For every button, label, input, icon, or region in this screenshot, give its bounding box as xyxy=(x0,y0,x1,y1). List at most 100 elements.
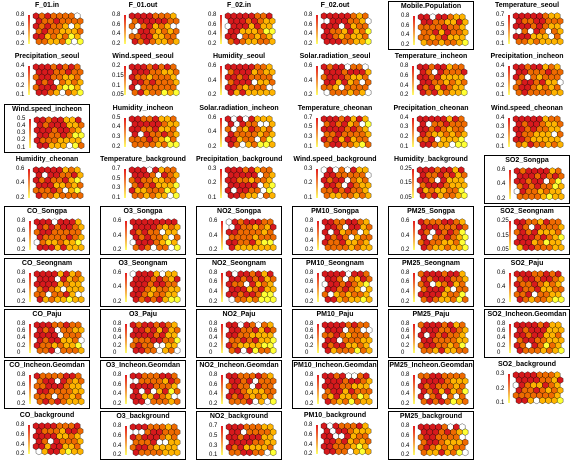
hex-cell xyxy=(516,346,524,354)
hex-cell xyxy=(137,37,144,46)
colorbar-tick-label: 0.1 xyxy=(16,92,25,99)
hex-cell xyxy=(156,397,163,406)
colorbar-tick-label: 0.4 xyxy=(17,391,26,398)
colorbar xyxy=(508,374,510,404)
colorbar-tick-label: 0.8 xyxy=(305,372,314,379)
hex-cell xyxy=(53,37,60,46)
colorbar-tick-label: 0.6 xyxy=(497,328,506,335)
hex-cell xyxy=(425,140,432,148)
hex-cell xyxy=(432,346,439,354)
hex-cell xyxy=(366,295,373,303)
plane-title: Temperature_background xyxy=(100,155,186,163)
hex-cell xyxy=(167,191,174,199)
hex-cell xyxy=(329,448,336,456)
colorbar-tick-label: 0.2 xyxy=(113,401,122,408)
hex-cell xyxy=(462,397,469,406)
hex-cell xyxy=(233,191,240,199)
hex-cell xyxy=(252,295,259,303)
hex-cell xyxy=(233,37,240,46)
hex-cell xyxy=(522,192,529,200)
colorbar-tick-label: 0.4 xyxy=(497,335,506,342)
hex-cell xyxy=(335,140,342,148)
hex-cell xyxy=(252,449,259,457)
hex-cell xyxy=(60,244,67,252)
component-plane-panel: CO_Paju 0.8 0.6 0.4 0.2 0 xyxy=(4,308,90,358)
som-hex-map xyxy=(32,12,84,46)
hex-cell xyxy=(36,244,44,252)
hex-cell xyxy=(174,346,181,354)
colorbar-tick-label: 0.6 xyxy=(401,279,410,286)
hex-cell xyxy=(557,89,564,97)
som-hex-map xyxy=(225,321,277,354)
hex-cell xyxy=(162,397,169,406)
colorbar-tick-label: 0.2 xyxy=(401,298,410,305)
hex-cell xyxy=(41,448,48,456)
hex-cell xyxy=(138,397,145,406)
colorbar-tick-label: 0.4 xyxy=(496,114,505,121)
colorbar-tick-label: 0.2 xyxy=(113,247,122,254)
som-hex-map xyxy=(512,12,564,46)
colorbar-tick-label: 0.4 xyxy=(305,335,314,342)
hex-cell xyxy=(455,140,462,148)
colorbar-tick-label: 0.2 xyxy=(496,133,505,140)
colorbar-tick-label: 0.4 xyxy=(209,335,218,342)
colorbar-tick-label: 0.2 xyxy=(209,342,218,349)
hex-cell xyxy=(251,140,258,148)
colorbar-tick-label: 0.3 xyxy=(304,133,313,140)
colorbar-tick-label: 0.8 xyxy=(16,422,25,429)
hex-cell xyxy=(341,191,348,199)
colorbar-tick-label: 0.7 xyxy=(304,114,313,121)
hex-cell xyxy=(540,295,547,303)
colorbar-tick-label: 0.2 xyxy=(113,452,122,459)
hex-cell xyxy=(444,38,451,47)
hex-cell xyxy=(545,89,552,97)
hex-cell xyxy=(324,244,332,252)
colorbar-tick-label: 0.5 xyxy=(496,21,505,28)
component-plane-panel: Temperature_incheon 0.8 0.6 0.4 0.2 xyxy=(388,52,474,101)
colorbar-tick-label: 0.6 xyxy=(17,328,26,335)
colorbar-tick-label: 0.8 xyxy=(305,218,314,225)
plane-title: PM10_Songpa xyxy=(311,208,359,216)
colorbar xyxy=(413,221,415,251)
hex-cell xyxy=(522,295,529,303)
colorbar-tick-label: 0.2 xyxy=(16,451,25,458)
hex-cell xyxy=(366,244,373,252)
component-plane-panel: F_01.out 0.8 0.6 0.4 0.2 xyxy=(100,1,186,50)
component-plane-panel: Solar.radiation_seoul 0.6 0.4 0.2 xyxy=(292,52,378,101)
colorbar-tick-label: 0.1 xyxy=(112,82,121,89)
som-hex-map xyxy=(417,13,469,47)
colorbar-tick-label: 0.4 xyxy=(305,391,314,398)
hex-cell xyxy=(41,191,48,199)
hex-cell xyxy=(264,397,271,406)
colorbar-tick-label: 0.2 xyxy=(400,92,409,99)
som-hex-map xyxy=(33,269,85,303)
hex-cell xyxy=(228,295,236,303)
hex-cell xyxy=(167,89,174,97)
colorbar xyxy=(125,426,127,456)
hex-cell xyxy=(546,295,553,303)
component-plane-panel: PM10_Incheon.Geomdan 0.8 0.6 0.4 0.2 xyxy=(292,360,378,410)
colorbar xyxy=(316,66,318,96)
colorbar-tick-label: 0.2 xyxy=(305,298,314,305)
hex-cell xyxy=(78,346,85,354)
hex-cell xyxy=(167,140,174,148)
colorbar-tick-label: 0.2 xyxy=(497,195,506,202)
hex-cell xyxy=(132,397,140,406)
hex-cell xyxy=(516,295,524,303)
plane-title: Temperature_cheonan xyxy=(297,104,373,112)
hex-cell xyxy=(245,191,252,199)
hex-cell xyxy=(239,191,246,199)
colorbar xyxy=(413,16,415,45)
hex-cell xyxy=(348,244,355,252)
component-plane-panel: O3_background 0.8 0.6 0.4 0.2 xyxy=(100,411,186,461)
colorbar-tick-label: 0.2 xyxy=(208,180,217,187)
colorbar-tick-label: 0 xyxy=(497,349,501,356)
hex-cell xyxy=(341,140,348,148)
hex-cell xyxy=(450,449,457,457)
hex-cell xyxy=(66,397,73,406)
hex-cell xyxy=(449,140,456,148)
hex-cell xyxy=(527,37,534,46)
hex-cell xyxy=(144,449,151,457)
hex-cell xyxy=(528,244,535,252)
hex-cell xyxy=(432,38,439,47)
